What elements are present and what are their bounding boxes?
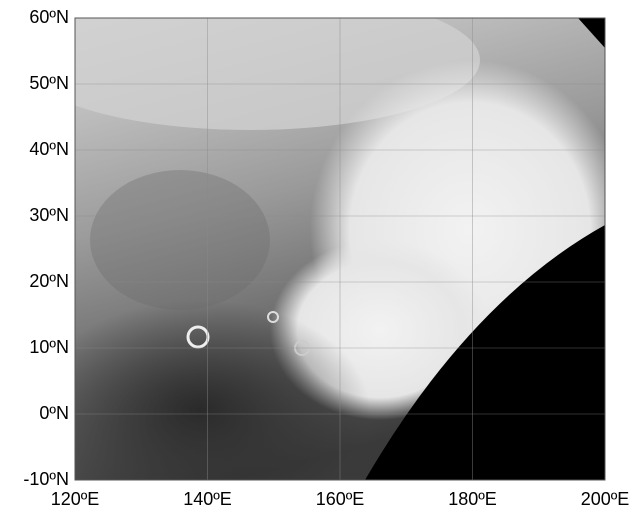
- y-tick-label: 40ºN: [29, 139, 69, 159]
- y-tick-label: -10ºN: [23, 469, 69, 489]
- x-tick-label: 160ºE: [316, 489, 365, 509]
- y-tick-label: 60ºN: [29, 7, 69, 27]
- y-tick-label: 50ºN: [29, 73, 69, 93]
- y-tick-label: 10ºN: [29, 337, 69, 357]
- x-tick-label: 140ºE: [183, 489, 232, 509]
- x-tick-label: 120ºE: [51, 489, 100, 509]
- map-figure: 120ºE 140ºE 160ºE 180ºE 200ºE -10ºN 0ºN 10ºN 20º…: [0, 0, 642, 515]
- y-tick-label: 0ºN: [39, 403, 69, 423]
- y-tick-label: 20ºN: [29, 271, 69, 291]
- x-tick-label: 180ºE: [448, 489, 497, 509]
- y-tick-label: 30ºN: [29, 205, 69, 225]
- x-tick-label: 200ºE: [581, 489, 630, 509]
- map-image: [20, 0, 630, 515]
